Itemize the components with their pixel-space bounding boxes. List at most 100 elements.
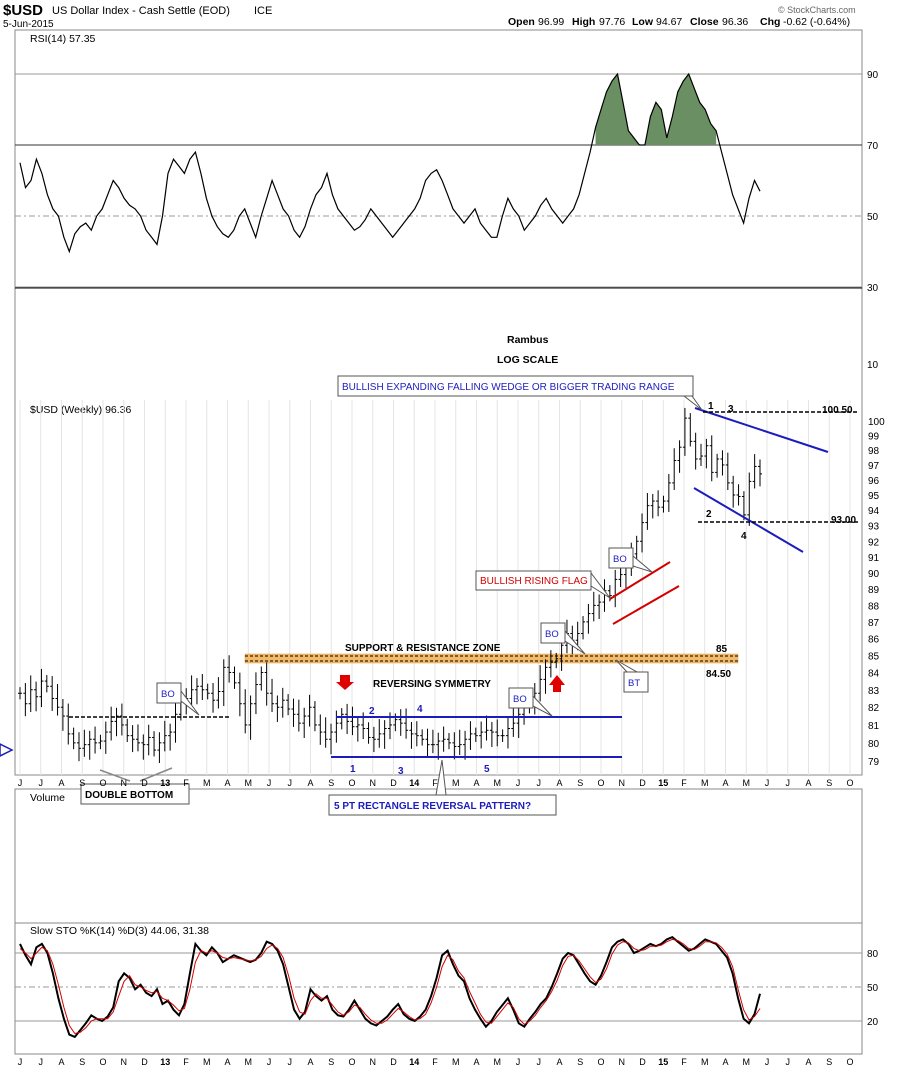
rsi-tick-label: 70 xyxy=(867,141,879,152)
price-bar xyxy=(452,732,457,760)
zone-label: SUPPORT & RESISTANCE ZONE xyxy=(345,643,501,654)
wedge-point-4: 4 xyxy=(741,531,747,542)
stoch-title: Slow STO %K(14) %D(3) 44.06, 31.38 xyxy=(30,925,209,937)
x-axis-label: F xyxy=(432,778,438,788)
x-axis-label: A xyxy=(556,1057,562,1067)
price-bar xyxy=(60,698,65,731)
price-bar xyxy=(23,682,28,717)
price-bar xyxy=(597,594,602,620)
x-axis-label: M xyxy=(203,778,211,788)
x-axis-label: A xyxy=(473,1057,479,1067)
x-axis-label: J xyxy=(267,1057,272,1067)
x-axis-label: 15 xyxy=(658,1057,668,1067)
stoch-x-axis: J J A S O N D 13 F M A M J J A S O N D 14 F M A M J J A S O N D 15 F M A M J… xyxy=(18,1057,854,1067)
price-bar xyxy=(747,472,752,526)
price-bar xyxy=(377,719,382,748)
x-axis-label: 14 xyxy=(409,778,419,788)
price-bar xyxy=(666,474,671,512)
bo-callout-zone-text: BO xyxy=(545,629,559,640)
price-bar xyxy=(232,666,237,689)
price-title: $USD (Weekly) 96.36 xyxy=(30,404,132,416)
price-bar xyxy=(586,603,591,634)
x-axis-label: F xyxy=(681,1057,687,1067)
x-axis-label: A xyxy=(722,1057,728,1067)
price-bar xyxy=(334,710,339,743)
x-axis-label: D xyxy=(141,778,148,788)
rectangle-callout-text: 5 PT RECTANGLE REVERSAL PATTERN? xyxy=(334,801,531,812)
chg-label: Chg xyxy=(760,16,780,28)
x-axis-label: A xyxy=(805,778,811,788)
exchange: ICE xyxy=(254,5,272,17)
price-bar xyxy=(543,659,548,694)
wedge-callout-pointer xyxy=(682,395,703,411)
x-axis-label: 15 xyxy=(658,778,668,788)
level-85-label: 85 xyxy=(716,644,728,655)
x-axis-label: A xyxy=(58,1057,64,1067)
price-bar xyxy=(237,672,242,717)
stoch-tick-label: 80 xyxy=(867,949,879,960)
stoch-d-line xyxy=(19,938,761,1035)
price-bar xyxy=(205,683,210,700)
price-bar xyxy=(554,652,559,669)
bo-callout-rect: BO xyxy=(508,687,553,717)
bo-callout-zone: BO xyxy=(540,622,586,655)
x-axis-label: D xyxy=(639,1057,646,1067)
x-axis-label: M xyxy=(743,1057,751,1067)
price-bar xyxy=(758,459,762,487)
price-tick-label: 87 xyxy=(868,618,880,629)
price-bar xyxy=(505,718,510,749)
price-bar xyxy=(302,707,307,738)
x-axis-label: J xyxy=(765,1057,770,1067)
price-bar xyxy=(709,435,714,482)
x-axis-label: O xyxy=(99,1057,106,1067)
stoch-tick-labels: 80 50 20 xyxy=(867,949,879,1028)
price-tick-label: 98 xyxy=(868,446,880,457)
x-axis-label: M xyxy=(494,1057,502,1067)
price-bar xyxy=(511,708,516,737)
price-bar xyxy=(259,666,264,691)
price-bar xyxy=(489,721,494,748)
price-bar xyxy=(194,678,199,705)
x-axis-label: J xyxy=(537,1057,542,1067)
rsi-tick-label: 50 xyxy=(867,212,879,223)
wedge-callout-box xyxy=(337,375,694,397)
price-bar xyxy=(473,727,478,742)
wedge-point-1: 1 xyxy=(708,401,714,412)
x-axis-label: A xyxy=(307,1057,313,1067)
wedge-callout: BULLISH EXPANDING FALLING WEDGE OR BIGGE… xyxy=(337,375,703,411)
price-bar xyxy=(463,730,468,760)
x-axis-label: F xyxy=(432,1057,438,1067)
price-bar xyxy=(350,706,355,736)
x-axis-label: M xyxy=(743,778,751,788)
x-axis-label: J xyxy=(288,1057,293,1067)
x-axis-label: O xyxy=(348,1057,355,1067)
double-bottom-connector-2 xyxy=(139,767,173,782)
price-bar xyxy=(581,616,586,640)
rsi-overbought-area xyxy=(595,74,717,145)
x-axis-label: N xyxy=(619,1057,626,1067)
price-bar xyxy=(688,413,693,447)
x-axis-label: M xyxy=(701,1057,709,1067)
reversing-label: REVERSING SYMMETRY xyxy=(373,679,491,690)
price-bar xyxy=(650,493,655,519)
x-axis-label: S xyxy=(79,778,85,788)
price-tick-label: 91 xyxy=(868,553,880,564)
price-bar xyxy=(291,698,296,727)
price-bar xyxy=(119,703,124,736)
price-bar xyxy=(39,668,44,708)
price-tick-label: 96 xyxy=(868,476,880,487)
price-bar xyxy=(82,729,87,757)
price-bar xyxy=(270,678,275,712)
price-bar xyxy=(704,438,709,469)
rect-point-1: 1 xyxy=(350,764,356,775)
price-bar xyxy=(677,440,682,473)
price-tick-label: 89 xyxy=(868,585,880,596)
price-bar xyxy=(645,493,650,530)
rsi-title: RSI(14) 57.35 xyxy=(30,33,96,45)
x-axis-label: F xyxy=(183,1057,189,1067)
rsi-tick-label: 10 xyxy=(867,360,879,371)
instrument-name: US Dollar Index - Cash Settle (EOD) xyxy=(52,5,230,17)
price-bar xyxy=(484,715,489,741)
x-axis-label: A xyxy=(722,778,728,788)
